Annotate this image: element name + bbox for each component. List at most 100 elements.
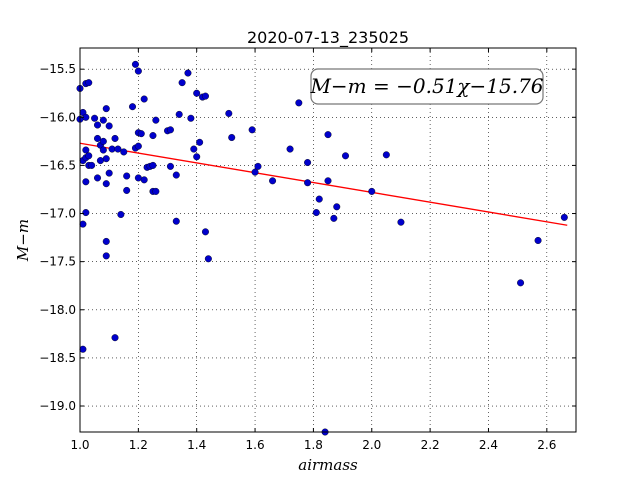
data-point xyxy=(201,228,209,236)
data-point xyxy=(102,105,110,113)
data-point xyxy=(85,152,93,160)
data-point xyxy=(534,236,542,244)
data-point xyxy=(134,174,142,182)
data-point xyxy=(324,131,332,139)
y-tick-label: −17.0 xyxy=(39,207,76,221)
data-point xyxy=(304,179,312,187)
data-point xyxy=(312,209,320,217)
data-point xyxy=(201,92,209,100)
data-point xyxy=(251,168,259,176)
data-point xyxy=(560,213,568,221)
data-point xyxy=(99,137,107,145)
data-point xyxy=(94,121,102,129)
y-tick-label: −17.5 xyxy=(39,255,76,269)
data-point xyxy=(117,210,125,218)
data-point xyxy=(108,145,116,153)
data-point xyxy=(88,161,96,169)
x-tick-label: 1.6 xyxy=(246,438,265,452)
data-point xyxy=(91,114,99,122)
data-point xyxy=(105,122,113,130)
x-tick-label: 2.6 xyxy=(537,438,556,452)
y-tick-label: −15.5 xyxy=(39,62,76,76)
data-point xyxy=(114,145,122,153)
data-point xyxy=(134,67,142,75)
data-point xyxy=(397,218,405,226)
data-point xyxy=(102,237,110,245)
data-point xyxy=(330,214,338,222)
data-point xyxy=(85,79,93,87)
data-point xyxy=(111,134,119,142)
data-point xyxy=(368,187,376,195)
data-point xyxy=(152,187,160,195)
data-point xyxy=(193,153,201,161)
data-point xyxy=(152,116,160,124)
x-tick-label: 1.0 xyxy=(70,438,89,452)
data-point xyxy=(342,152,350,160)
data-point xyxy=(269,177,277,185)
data-point xyxy=(228,134,236,142)
data-point xyxy=(333,203,341,211)
data-point xyxy=(120,148,128,156)
plot-frame xyxy=(79,47,577,433)
data-point xyxy=(129,103,137,111)
data-point xyxy=(382,151,390,159)
data-point xyxy=(166,126,174,134)
y-axis-label: M−m xyxy=(14,219,32,262)
annotation-text: M−m = −0.51χ−15.76 xyxy=(309,74,543,98)
data-point xyxy=(102,252,110,260)
data-point xyxy=(82,146,90,154)
data-point xyxy=(140,176,148,184)
y-tick-label: −18.5 xyxy=(39,351,76,365)
data-point xyxy=(187,114,195,122)
data-point xyxy=(178,79,186,87)
data-point xyxy=(149,132,157,140)
annotation-box xyxy=(310,68,544,105)
x-tick-label: 2.4 xyxy=(479,438,498,452)
data-point xyxy=(99,146,107,154)
x-tick-label: 2.0 xyxy=(362,438,381,452)
data-point xyxy=(102,180,110,188)
data-point xyxy=(94,174,102,182)
data-point xyxy=(172,171,180,179)
x-tick-label: 2.2 xyxy=(421,438,440,452)
data-point xyxy=(99,116,107,124)
data-point xyxy=(248,126,256,134)
data-point xyxy=(225,109,233,117)
data-point xyxy=(111,334,119,342)
fit-annotation: M−m = −0.51χ−15.76 xyxy=(309,68,544,105)
fit-line xyxy=(79,142,568,226)
data-point xyxy=(175,110,183,118)
data-point xyxy=(184,69,192,77)
data-point xyxy=(295,99,303,107)
x-tick-label: 1.8 xyxy=(304,438,323,452)
data-point xyxy=(204,255,212,263)
data-point xyxy=(102,155,110,163)
x-axis-label: airmass xyxy=(298,456,358,474)
data-point xyxy=(134,142,142,150)
grid xyxy=(79,48,576,432)
fit-line-group xyxy=(79,142,568,226)
data-point xyxy=(94,134,102,142)
data-point xyxy=(172,217,180,225)
x-tick-label: 1.4 xyxy=(187,438,206,452)
axis-ticks: 1.0 1.2 1.4 1.6 1.8 2.0 2.2 2.4 2.6 −15.5 −16.0 −16… xyxy=(39,48,576,452)
y-tick-label: −18.0 xyxy=(39,303,76,317)
data-point xyxy=(196,138,204,146)
y-tick-label: −16.0 xyxy=(39,110,76,124)
data-point xyxy=(517,279,525,287)
data-point xyxy=(304,159,312,167)
y-tick-label: −19.0 xyxy=(39,399,76,413)
data-point xyxy=(79,345,87,353)
y-tick-label: −16.5 xyxy=(39,158,76,172)
data-points xyxy=(76,60,568,436)
data-point xyxy=(286,145,294,153)
chart-title: 2020-07-13_235025 xyxy=(247,28,409,48)
data-point xyxy=(123,186,131,194)
data-point xyxy=(79,220,87,228)
data-point xyxy=(140,95,148,103)
data-point xyxy=(166,162,174,170)
data-point xyxy=(96,157,104,165)
data-point xyxy=(105,169,113,177)
data-point xyxy=(324,177,332,185)
